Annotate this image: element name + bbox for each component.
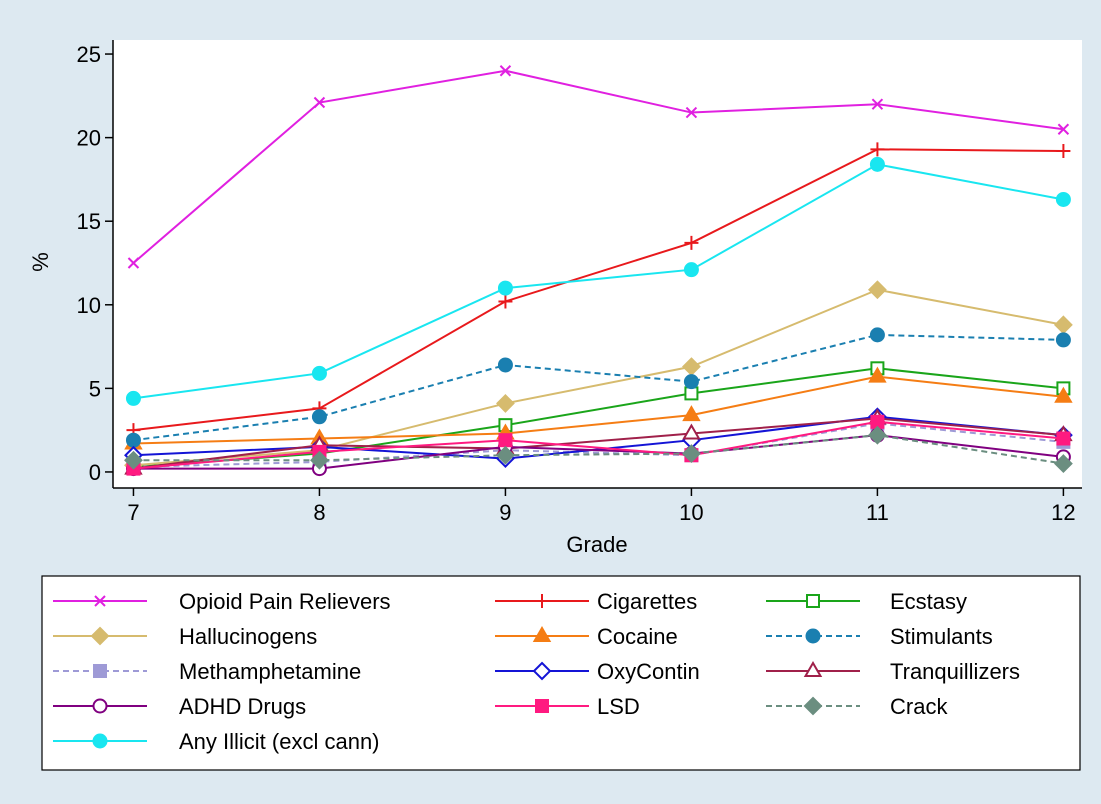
marker (682, 444, 701, 463)
marker (685, 106, 698, 119)
marker (313, 96, 326, 109)
legend-label: Cocaine (597, 624, 678, 649)
marker (1054, 386, 1073, 403)
legend-marker (806, 594, 820, 608)
marker (869, 156, 885, 172)
legend-label: OxyContin (597, 659, 700, 684)
marker (1056, 431, 1071, 446)
marker (1055, 191, 1071, 207)
series-line (133, 333, 1064, 442)
legend-label: Any Illicit (excl cann) (179, 729, 380, 754)
legend-label: Cigarettes (597, 589, 697, 614)
marker (496, 394, 515, 413)
legend (41, 575, 1081, 771)
series-line (133, 367, 1064, 468)
marker (496, 445, 515, 465)
marker (311, 409, 327, 425)
series-line (133, 163, 1064, 400)
legend-marker (90, 626, 110, 646)
marker (683, 262, 699, 278)
legend-marker (93, 664, 107, 678)
legend-label: Opioid Pain Relievers (179, 589, 391, 614)
series-line (133, 434, 1064, 465)
legend-label: Stimulants (890, 624, 993, 649)
series-line (133, 422, 1064, 468)
marker (871, 98, 884, 110)
legend-label: Methamphetamine (179, 659, 361, 684)
series-line (133, 434, 1064, 470)
marker (683, 374, 699, 390)
x-tick-label: 11 (866, 500, 889, 525)
legend-marker (532, 661, 552, 681)
legend-marker (535, 699, 549, 713)
x-tick-label: 12 (1051, 500, 1075, 525)
marker (867, 425, 887, 445)
legend-marker (803, 660, 823, 677)
series-line (133, 375, 1064, 445)
legend-marker (532, 625, 552, 642)
legend-marker (535, 594, 549, 608)
x-tick-label: 9 (499, 500, 511, 525)
marker (310, 450, 329, 470)
marker (684, 235, 699, 250)
marker (125, 432, 141, 448)
marker (498, 433, 513, 448)
marker (1057, 123, 1070, 135)
marker (124, 450, 143, 470)
x-axis-label: Grade (566, 532, 627, 557)
x-tick-label: 10 (679, 500, 703, 525)
series-line (133, 417, 1064, 470)
marker (682, 423, 701, 440)
series-line (133, 148, 1064, 432)
marker (1055, 332, 1071, 348)
legend-label: Ecstasy (890, 589, 967, 614)
legend-marker (803, 696, 823, 716)
x-tick-label: 7 (127, 500, 139, 525)
y-tick-label: 25 (77, 42, 101, 67)
marker (870, 142, 885, 157)
legend-marker (92, 698, 108, 714)
legend-marker (94, 595, 106, 607)
plot-area (113, 40, 1082, 488)
marker (499, 65, 512, 77)
legend-label: LSD (597, 694, 640, 719)
marker (1056, 143, 1071, 158)
y-tick-label: 15 (77, 209, 101, 234)
y-tick-label: 5 (89, 376, 101, 401)
marker (867, 280, 887, 300)
marker (868, 366, 887, 383)
y-axis-label: % (28, 252, 53, 272)
legend-label: ADHD Drugs (179, 694, 306, 719)
x-tick-label: 8 (313, 500, 325, 525)
marker (127, 257, 140, 269)
marker (311, 365, 327, 381)
y-tick-label: 10 (77, 293, 101, 318)
marker (498, 294, 513, 309)
series-line (133, 288, 1064, 467)
marker (684, 386, 699, 401)
series-line (132, 69, 1064, 264)
marker (497, 357, 513, 373)
series-line (133, 420, 1064, 470)
marker (1053, 454, 1073, 474)
marker (682, 405, 701, 422)
marker (869, 327, 885, 343)
legend-marker (92, 733, 108, 749)
y-tick-label: 0 (89, 460, 101, 485)
legend-label: Tranquillizers (890, 659, 1020, 684)
legend-marker (805, 628, 821, 644)
y-tick-label: 20 (77, 126, 101, 151)
legend-label: Hallucinogens (179, 624, 317, 649)
marker (497, 280, 513, 296)
legend-label: Crack (890, 694, 948, 719)
marker (125, 390, 141, 406)
